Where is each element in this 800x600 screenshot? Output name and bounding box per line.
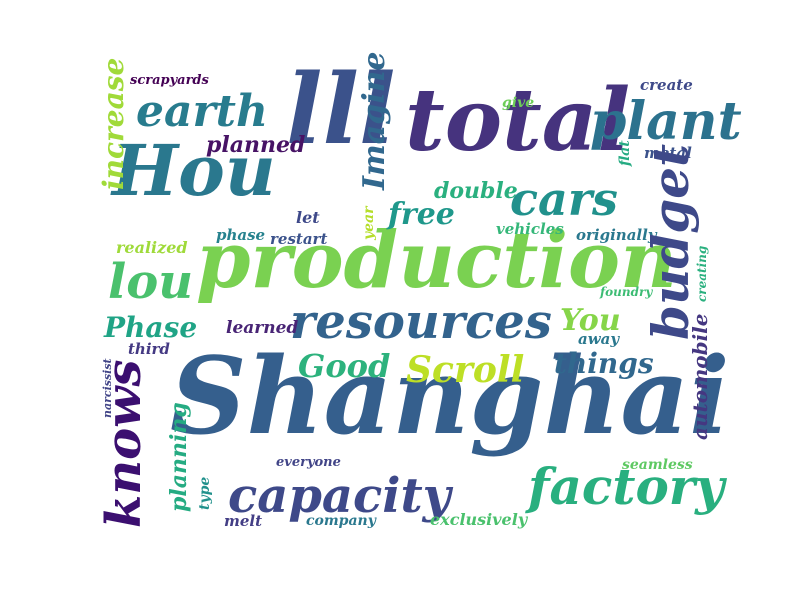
word-foundry: foundry: [600, 285, 653, 299]
word-production: production: [196, 215, 677, 306]
word-good: Good: [298, 347, 391, 385]
word-cars: cars: [510, 172, 618, 226]
word-everyone: everyone: [276, 455, 341, 470]
word-total: total: [405, 70, 631, 171]
word-restart: restart: [270, 230, 328, 248]
word-capacity: capacity: [228, 468, 451, 524]
word-planning: planning: [166, 402, 192, 512]
word-automobile: automobile: [688, 313, 712, 440]
word-seamless: seamless: [622, 457, 693, 473]
word-phase: phase: [216, 226, 266, 244]
word-type: type: [197, 476, 213, 510]
word-away: away: [578, 330, 620, 348]
word-budget: budget: [641, 143, 700, 340]
word-realized: realized: [116, 238, 188, 257]
word-learned: learned: [226, 318, 299, 338]
word-narcissist: narcissist: [101, 358, 114, 418]
word-imagine: Imagine: [357, 51, 392, 191]
word-third: third: [128, 340, 170, 358]
word-things: things: [554, 347, 654, 380]
word-scrapyards: scrapyards: [130, 73, 209, 88]
word-planned: planned: [206, 132, 306, 158]
word-hou: Hou: [112, 129, 276, 212]
word-increase: increase: [97, 57, 130, 190]
word-year: year: [361, 206, 377, 241]
word-let: let: [296, 208, 320, 227]
word-give: give: [502, 95, 535, 111]
word-lll: lll: [286, 53, 396, 166]
word-scroll: Scroll: [406, 349, 525, 391]
word-create: create: [640, 76, 693, 94]
word-originally: originally: [576, 226, 657, 244]
word-phase-large: Phase: [104, 311, 198, 344]
word-melt: melt: [224, 512, 263, 530]
word-double: double: [434, 178, 518, 204]
word-shanghai: Shanghai: [170, 333, 730, 458]
word-metal: metal: [644, 144, 692, 162]
word-earth: earth: [136, 86, 268, 137]
word-creating: creating: [695, 245, 709, 302]
word-exclusively: exclusively: [430, 510, 528, 529]
word-company: company: [306, 513, 376, 529]
word-free: free: [388, 197, 455, 232]
word-plant: plant: [590, 91, 742, 152]
word-lou: lou: [108, 254, 194, 310]
word-resources: resources: [290, 294, 552, 350]
word-vehicles: vehicles: [496, 220, 564, 238]
word-flat: flat: [617, 140, 633, 166]
word-factory: factory: [528, 457, 725, 516]
word-you: You: [560, 303, 621, 338]
